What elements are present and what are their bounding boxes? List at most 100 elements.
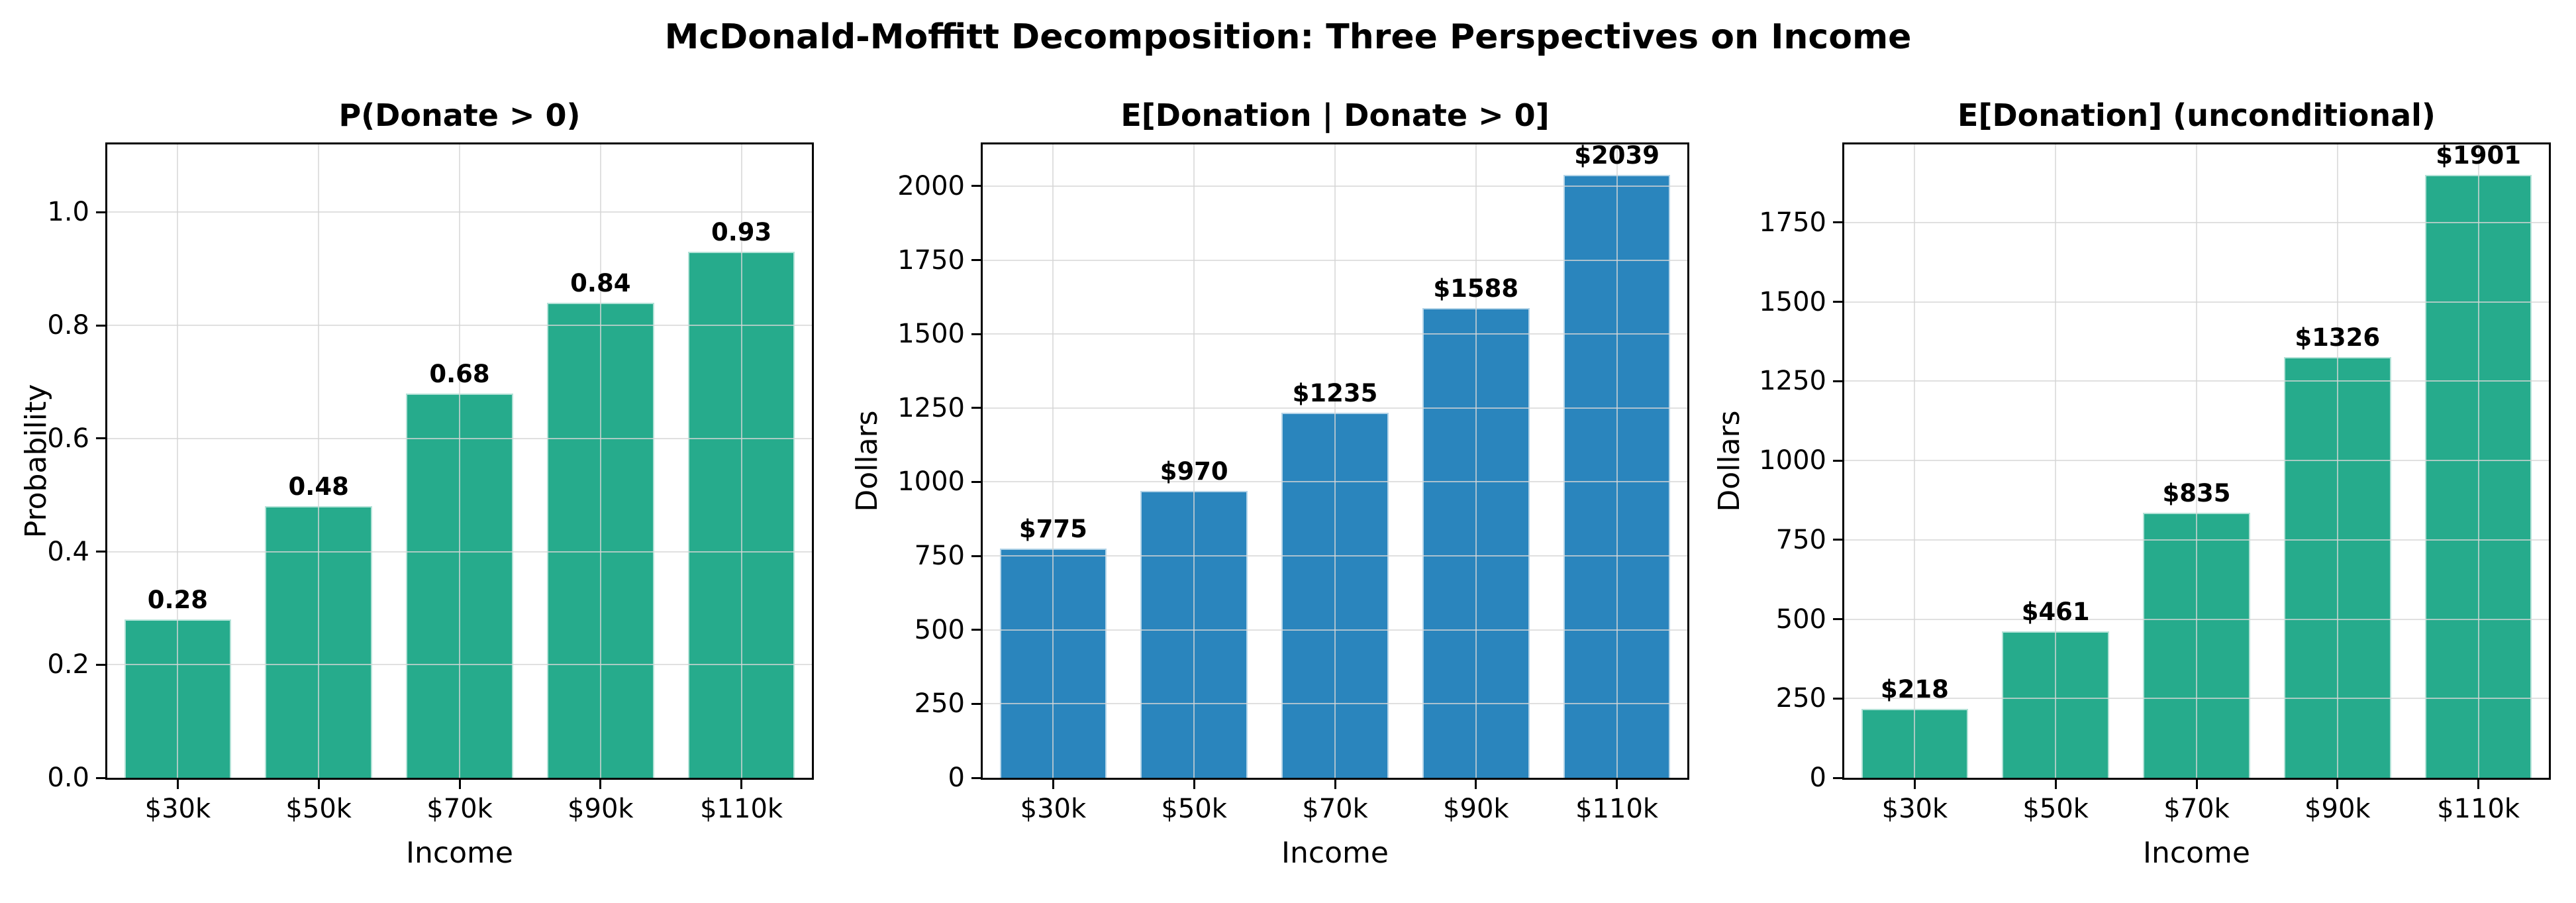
x-tick-label: $70k: [1302, 794, 1368, 824]
gridline-h: [983, 407, 1687, 409]
bar-value-label: 0.68: [429, 359, 490, 388]
x-tick-mark: [1475, 780, 1477, 789]
x-tick-mark: [317, 780, 320, 789]
gridline-h: [1844, 301, 2549, 303]
y-tick-mark: [1833, 459, 1842, 462]
y-tick-mark: [971, 407, 981, 409]
gridline-h: [983, 481, 1687, 483]
gridline-h: [107, 325, 812, 327]
y-tick-label: 250: [1775, 683, 1826, 714]
gridline-h: [983, 185, 1687, 187]
y-tick-mark: [1833, 301, 1842, 303]
gridline-v: [740, 144, 742, 778]
bar-value-label: 0.48: [288, 472, 349, 502]
y-tick-label: 1000: [1759, 445, 1826, 476]
gridline-h: [107, 664, 812, 666]
gridline-v: [318, 144, 320, 778]
y-tick-mark: [96, 211, 105, 213]
subplot-title: E[Donation] (unconditional): [1957, 97, 2436, 133]
x-tick-mark: [2195, 780, 2198, 789]
gridline-h: [983, 333, 1687, 335]
y-tick-mark: [971, 480, 981, 483]
bar-value-label: 0.93: [711, 218, 772, 247]
subplot-title: P(Donate > 0): [338, 97, 581, 133]
x-tick-mark: [1052, 780, 1054, 789]
y-tick-mark: [971, 776, 981, 779]
x-tick-mark: [176, 780, 179, 789]
x-tick-label: $30k: [1881, 794, 1948, 824]
y-tick-label: 0.2: [47, 649, 89, 680]
bar-value-label: $775: [1018, 514, 1087, 543]
y-tick-label: 0.8: [47, 310, 89, 341]
gridline-h: [983, 703, 1687, 705]
y-tick-label: 0: [1809, 763, 1826, 793]
y-tick-mark: [96, 776, 105, 779]
gridline-v: [1334, 144, 1336, 778]
gridline-v: [177, 144, 179, 778]
x-tick-mark: [1913, 780, 1916, 789]
bar-value-label: $1588: [1433, 274, 1519, 303]
gridline-h: [107, 437, 812, 439]
gridline-h: [1844, 618, 2549, 620]
bar-value-label: $2039: [1574, 140, 1660, 170]
y-tick-mark: [96, 551, 105, 553]
y-axis-label: Dollars: [1712, 410, 1746, 512]
y-axis-label: Dollars: [850, 410, 884, 512]
bar-value-label: 0.84: [570, 269, 631, 297]
gridline-h: [1844, 539, 2549, 541]
x-tick-mark: [740, 780, 743, 789]
y-tick-mark: [971, 185, 981, 187]
gridline-h: [1844, 698, 2549, 700]
gridline-h: [983, 259, 1687, 261]
y-tick-mark: [96, 437, 105, 440]
bar-value-label: $1901: [2436, 140, 2521, 170]
bar-value-label: $1235: [1292, 378, 1378, 407]
x-tick-label: $50k: [285, 794, 352, 824]
y-tick-mark: [1833, 776, 1842, 779]
x-tick-label: $90k: [1443, 794, 1509, 824]
x-tick-label: $110k: [2437, 794, 2520, 824]
x-tick-mark: [1334, 780, 1336, 789]
gridline-v: [1193, 144, 1195, 778]
x-tick-label: $110k: [700, 794, 783, 824]
x-tick-label: $50k: [2022, 794, 2089, 824]
y-tick-mark: [971, 702, 981, 705]
y-tick-label: 1500: [897, 319, 965, 350]
gridline-h: [983, 555, 1687, 557]
y-tick-mark: [1833, 697, 1842, 700]
x-tick-label: $110k: [1575, 794, 1659, 824]
bar-value-label: $970: [1160, 456, 1228, 486]
x-tick-label: $70k: [426, 794, 493, 824]
subplot-title: E[Donation | Donate > 0]: [1120, 97, 1550, 133]
x-tick-mark: [2477, 780, 2480, 789]
gridline-v: [599, 144, 601, 778]
x-tick-mark: [2054, 780, 2057, 789]
x-tick-label: $70k: [2163, 794, 2230, 824]
y-tick-label: 1.0: [47, 197, 89, 228]
y-tick-label: 0.4: [47, 536, 89, 567]
y-tick-label: 1000: [897, 466, 965, 498]
y-tick-mark: [96, 663, 105, 666]
plot-area: $775 $970 $1235 $1588 $2039: [981, 140, 1689, 780]
bar-value-label: $461: [2021, 598, 2090, 627]
x-axis-label: Income: [1281, 836, 1389, 870]
x-tick-label: $90k: [568, 794, 634, 824]
y-tick-label: 500: [1775, 604, 1826, 635]
gridline-h: [1844, 460, 2549, 462]
bar-value-label: 0.28: [147, 586, 209, 614]
y-tick-label: 750: [914, 541, 965, 572]
x-tick-mark: [458, 780, 461, 789]
gridline-v: [459, 144, 460, 778]
x-tick-mark: [599, 780, 602, 789]
gridline-h: [1844, 221, 2549, 223]
y-tick-label: 1750: [1759, 207, 1826, 238]
gridline-h: [983, 629, 1687, 631]
y-tick-mark: [971, 333, 981, 335]
y-tick-label: 0: [948, 763, 965, 793]
y-tick-label: 2000: [897, 170, 965, 201]
y-tick-mark: [1833, 221, 1842, 224]
x-tick-mark: [1616, 780, 1618, 789]
y-tick-mark: [1833, 539, 1842, 541]
plot-area: $218 $461 $835 $1326 $1901: [1842, 140, 2551, 780]
